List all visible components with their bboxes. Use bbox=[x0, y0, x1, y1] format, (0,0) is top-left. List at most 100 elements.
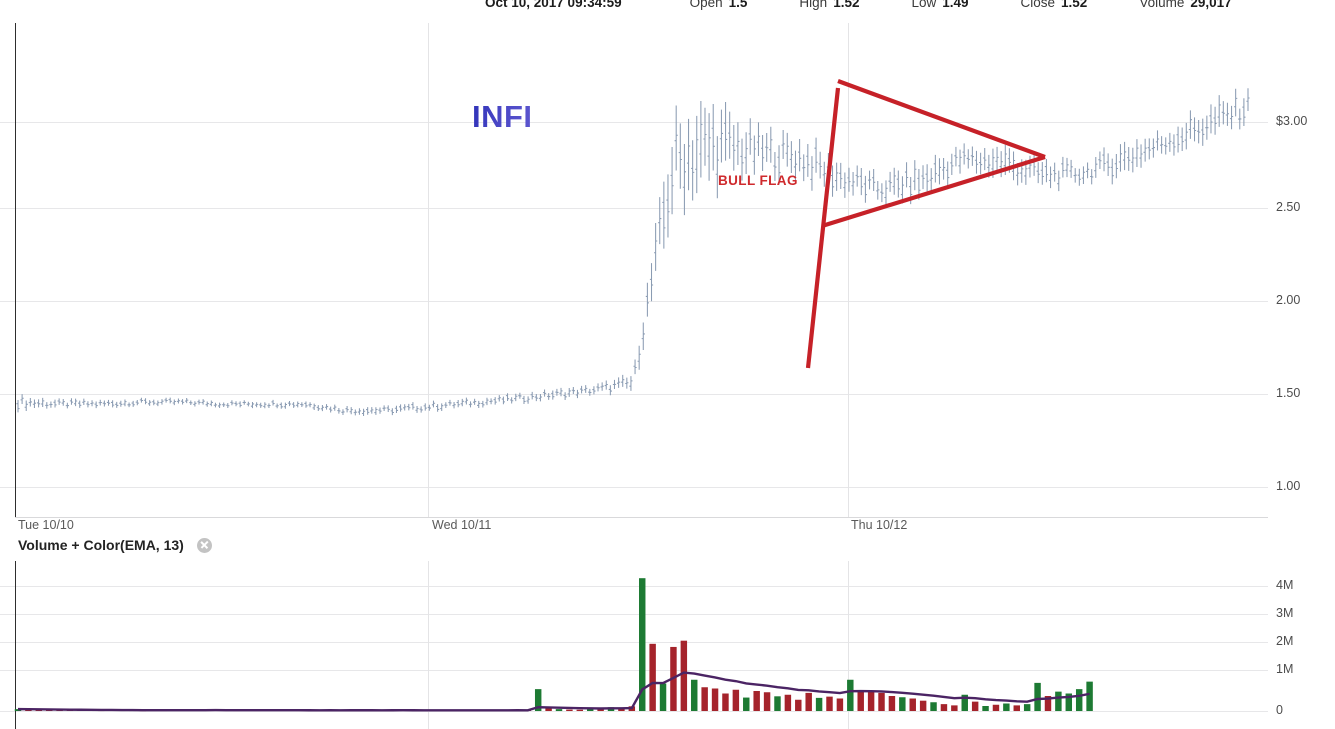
price-left-axis-border bbox=[15, 23, 17, 518]
volume-bar bbox=[795, 699, 802, 711]
volume-gridline-2m bbox=[0, 642, 1268, 643]
close-circle-icon[interactable] bbox=[196, 537, 212, 553]
volume-bar bbox=[586, 709, 594, 711]
price-gridline-2.50 bbox=[0, 208, 1268, 209]
ohlc-bars-group bbox=[16, 88, 1250, 417]
volume-tick-0: 0 bbox=[1276, 703, 1283, 717]
trendline-group bbox=[805, 79, 1046, 369]
indicator-header: Volume + Color(EMA, 13) bbox=[0, 533, 212, 557]
price-gridline-2.00 bbox=[0, 301, 1268, 302]
x-tick-wed-1011: Wed 10/11 bbox=[432, 518, 492, 532]
volume-gridline-1m bbox=[0, 670, 1268, 671]
volume-bar bbox=[680, 640, 688, 711]
volume-bar bbox=[1065, 693, 1073, 711]
volume-bar bbox=[743, 697, 750, 711]
trendline-pennant-lower bbox=[821, 154, 1046, 229]
volume-y-axis[interactable]: 4M 3M 2M 1M 0 bbox=[1268, 561, 1335, 729]
quote-open: Open 1.5 bbox=[689, 0, 748, 10]
volume-tick-2m: 2M bbox=[1276, 634, 1294, 648]
price-tick-1.50: 1.50 bbox=[1276, 386, 1301, 400]
volume-bar bbox=[878, 692, 885, 712]
volume-bar bbox=[566, 709, 573, 711]
volume-bar bbox=[597, 709, 604, 711]
volume-bar bbox=[545, 708, 552, 711]
volume-bar bbox=[826, 696, 833, 712]
volume-bar bbox=[888, 696, 896, 711]
price-tick-2.50: 2.50 bbox=[1276, 200, 1301, 214]
x-axis[interactable]: Tue 10/10 Wed 10/11 Thu 10/12 bbox=[0, 518, 1268, 540]
quote-volume: Volume 29,017 bbox=[1139, 0, 1232, 10]
volume-bar bbox=[847, 679, 854, 711]
price-gridline-1.50 bbox=[0, 394, 1268, 395]
price-series-layer bbox=[16, 79, 1250, 417]
volume-bar bbox=[1023, 704, 1031, 712]
volume-bar bbox=[815, 697, 823, 712]
quote-datetime: Oct 10, 2017 09:34:59 bbox=[485, 0, 622, 10]
trendline-pennant-upper bbox=[837, 79, 1046, 159]
price-pane-bottom-border bbox=[15, 517, 1268, 518]
ohlc-quote-header: Oct 10, 2017 09:34:59 Open 1.5 High 1.52… bbox=[0, 0, 1335, 13]
volume-bar bbox=[1034, 682, 1041, 712]
volume-tick-1m: 1M bbox=[1276, 662, 1294, 676]
volume-bar bbox=[732, 689, 740, 711]
volume-bar bbox=[1055, 691, 1062, 712]
volume-bar bbox=[774, 696, 781, 711]
indicator-title: Volume + Color(EMA, 13) bbox=[18, 537, 184, 553]
volume-gridline-4m bbox=[0, 586, 1268, 587]
price-pane[interactable]: INFI BULL FLAG $3.00 2.50 2.00 1.50 1.00 bbox=[0, 23, 1335, 518]
volume-bar bbox=[649, 643, 656, 711]
quote-high: High 1.52 bbox=[799, 0, 860, 10]
volume-left-axis-border bbox=[15, 561, 17, 729]
volume-gridline-3m bbox=[0, 614, 1268, 615]
volume-bar bbox=[930, 702, 937, 711]
volume-bar bbox=[982, 706, 989, 711]
volume-bar bbox=[701, 687, 708, 711]
trendline-flag-pole bbox=[805, 87, 841, 369]
volume-gridline-0 bbox=[0, 711, 1268, 712]
volume-bar bbox=[971, 701, 979, 712]
quote-close: Close 1.52 bbox=[1020, 0, 1088, 10]
volume-bar bbox=[1086, 681, 1093, 712]
volume-bar bbox=[909, 698, 916, 711]
volume-bar bbox=[576, 709, 584, 711]
volume-bar bbox=[555, 709, 563, 712]
x-tick-thu-1012: Thu 10/12 bbox=[851, 518, 908, 532]
volume-bar bbox=[1003, 703, 1010, 711]
volume-bar bbox=[992, 704, 1000, 711]
volume-bar bbox=[899, 697, 906, 711]
volume-tick-3m: 3M bbox=[1276, 606, 1294, 620]
price-plot-area[interactable]: INFI BULL FLAG bbox=[0, 23, 1268, 518]
price-gridline-3.00 bbox=[0, 122, 1268, 123]
volume-bar bbox=[857, 691, 864, 711]
volume-bar bbox=[951, 705, 958, 712]
volume-bar bbox=[1013, 705, 1020, 712]
volume-pane[interactable]: 4M 3M 2M 1M 0 bbox=[0, 561, 1335, 729]
volume-day-separator-1011 bbox=[428, 561, 429, 729]
volume-day-separator-1012 bbox=[848, 561, 849, 729]
volume-series-layer bbox=[14, 578, 1093, 712]
volume-bar bbox=[940, 704, 948, 712]
volume-bar bbox=[711, 688, 719, 711]
price-day-separator-1011 bbox=[428, 23, 429, 518]
price-tick-2.00: 2.00 bbox=[1276, 293, 1301, 307]
volume-bar bbox=[961, 694, 968, 711]
ohlc-bar-path bbox=[16, 88, 1250, 417]
volume-bar bbox=[805, 692, 812, 712]
price-y-axis[interactable]: $3.00 2.50 2.00 1.50 1.00 bbox=[1268, 23, 1335, 518]
volume-bar bbox=[836, 698, 844, 711]
volume-bar bbox=[659, 683, 667, 711]
volume-plot-area[interactable] bbox=[0, 561, 1268, 729]
price-day-separator-1012 bbox=[848, 23, 849, 518]
volume-bar bbox=[722, 693, 729, 711]
volume-bar bbox=[639, 578, 646, 711]
price-gridline-1.00 bbox=[0, 487, 1268, 488]
volume-bar bbox=[618, 708, 625, 711]
ticker-watermark: INFI bbox=[472, 99, 533, 134]
volume-ema-line bbox=[17, 671, 1090, 712]
volume-bar bbox=[1044, 696, 1052, 711]
volume-bar bbox=[691, 679, 698, 711]
volume-tick-4m: 4M bbox=[1276, 578, 1294, 592]
volume-bars-group bbox=[14, 578, 1093, 712]
volume-bar bbox=[1075, 689, 1083, 712]
